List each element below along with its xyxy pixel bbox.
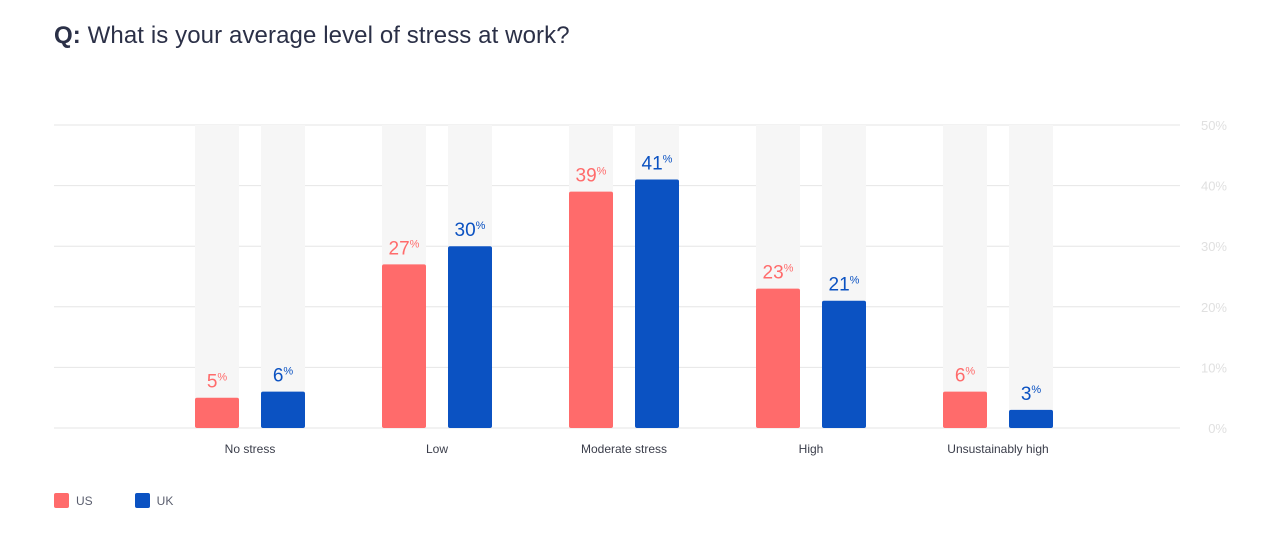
bar-track <box>195 125 239 428</box>
bar-uk-unsustainably-high <box>1009 409 1053 428</box>
category-label: No stress <box>225 442 276 456</box>
data-label: 27% <box>389 238 420 259</box>
y-tick-label: 0% <box>1208 421 1227 436</box>
data-label: 41% <box>642 154 673 175</box>
data-label: 5% <box>207 372 228 393</box>
data-label: 30% <box>455 220 486 241</box>
data-label: 23% <box>763 263 794 284</box>
y-tick-label: 50% <box>1201 118 1227 133</box>
bar-us-low <box>382 264 426 428</box>
y-tick-label: 10% <box>1201 360 1227 375</box>
bar-uk-no-stress <box>261 391 305 428</box>
legend-label-us: US <box>76 493 93 508</box>
y-tick-label: 30% <box>1201 239 1227 254</box>
bar-us-unsustainably-high <box>943 391 987 428</box>
y-tick-label: 20% <box>1201 300 1227 315</box>
data-label: 3% <box>1021 384 1042 405</box>
bar-track <box>1009 125 1053 428</box>
legend-label-uk: UK <box>156 493 174 508</box>
bar-track <box>261 125 305 428</box>
data-label: 6% <box>273 366 294 387</box>
data-label: 6% <box>955 366 976 387</box>
legend-swatch-uk <box>134 493 150 508</box>
chart-title: Q: What is your average level of stress … <box>54 22 570 50</box>
legend-item-uk[interactable]: UK <box>134 493 174 508</box>
legend: US UK <box>54 493 173 508</box>
legend-item-us[interactable]: US <box>54 493 93 508</box>
bar-uk-moderate-stress <box>635 179 679 428</box>
category-label: Moderate stress <box>581 442 667 456</box>
data-label: 39% <box>576 166 607 187</box>
category-label: Low <box>426 442 448 456</box>
y-tick-label: 40% <box>1201 179 1227 194</box>
bar-uk-low <box>448 246 492 428</box>
bar-us-no-stress <box>195 397 239 428</box>
legend-swatch-us <box>54 493 69 508</box>
data-label: 21% <box>829 275 860 296</box>
title-prefix: Q: <box>54 22 81 49</box>
category-label: Unsustainably high <box>947 442 1048 456</box>
bar-track <box>943 125 987 428</box>
bar-us-high <box>756 288 800 428</box>
bar-uk-high <box>822 300 866 428</box>
bar-us-moderate-stress <box>569 191 613 428</box>
category-label: High <box>799 442 824 456</box>
title-text: What is your average level of stress at … <box>87 22 570 49</box>
